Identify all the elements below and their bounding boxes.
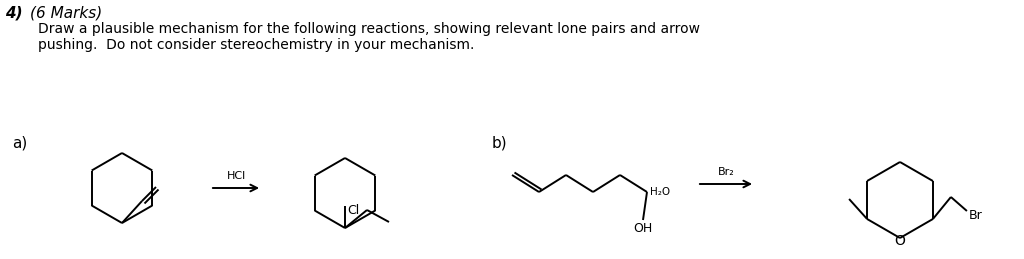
Text: H₂O: H₂O	[650, 187, 670, 197]
Text: Cl: Cl	[347, 204, 359, 217]
Text: b): b)	[492, 135, 508, 150]
Text: HCl: HCl	[226, 171, 246, 181]
Text: Br: Br	[969, 209, 983, 222]
Text: (6 Marks): (6 Marks)	[30, 5, 102, 20]
Text: Draw a plausible mechanism for the following reactions, showing relevant lone pa: Draw a plausible mechanism for the follo…	[38, 22, 700, 36]
Text: OH: OH	[634, 222, 652, 235]
Text: O: O	[895, 234, 905, 248]
Text: Br₂: Br₂	[718, 167, 734, 177]
Text: pushing.  Do not consider stereochemistry in your mechanism.: pushing. Do not consider stereochemistry…	[38, 38, 474, 52]
Text: 4): 4)	[5, 5, 23, 20]
Text: a): a)	[12, 135, 28, 150]
